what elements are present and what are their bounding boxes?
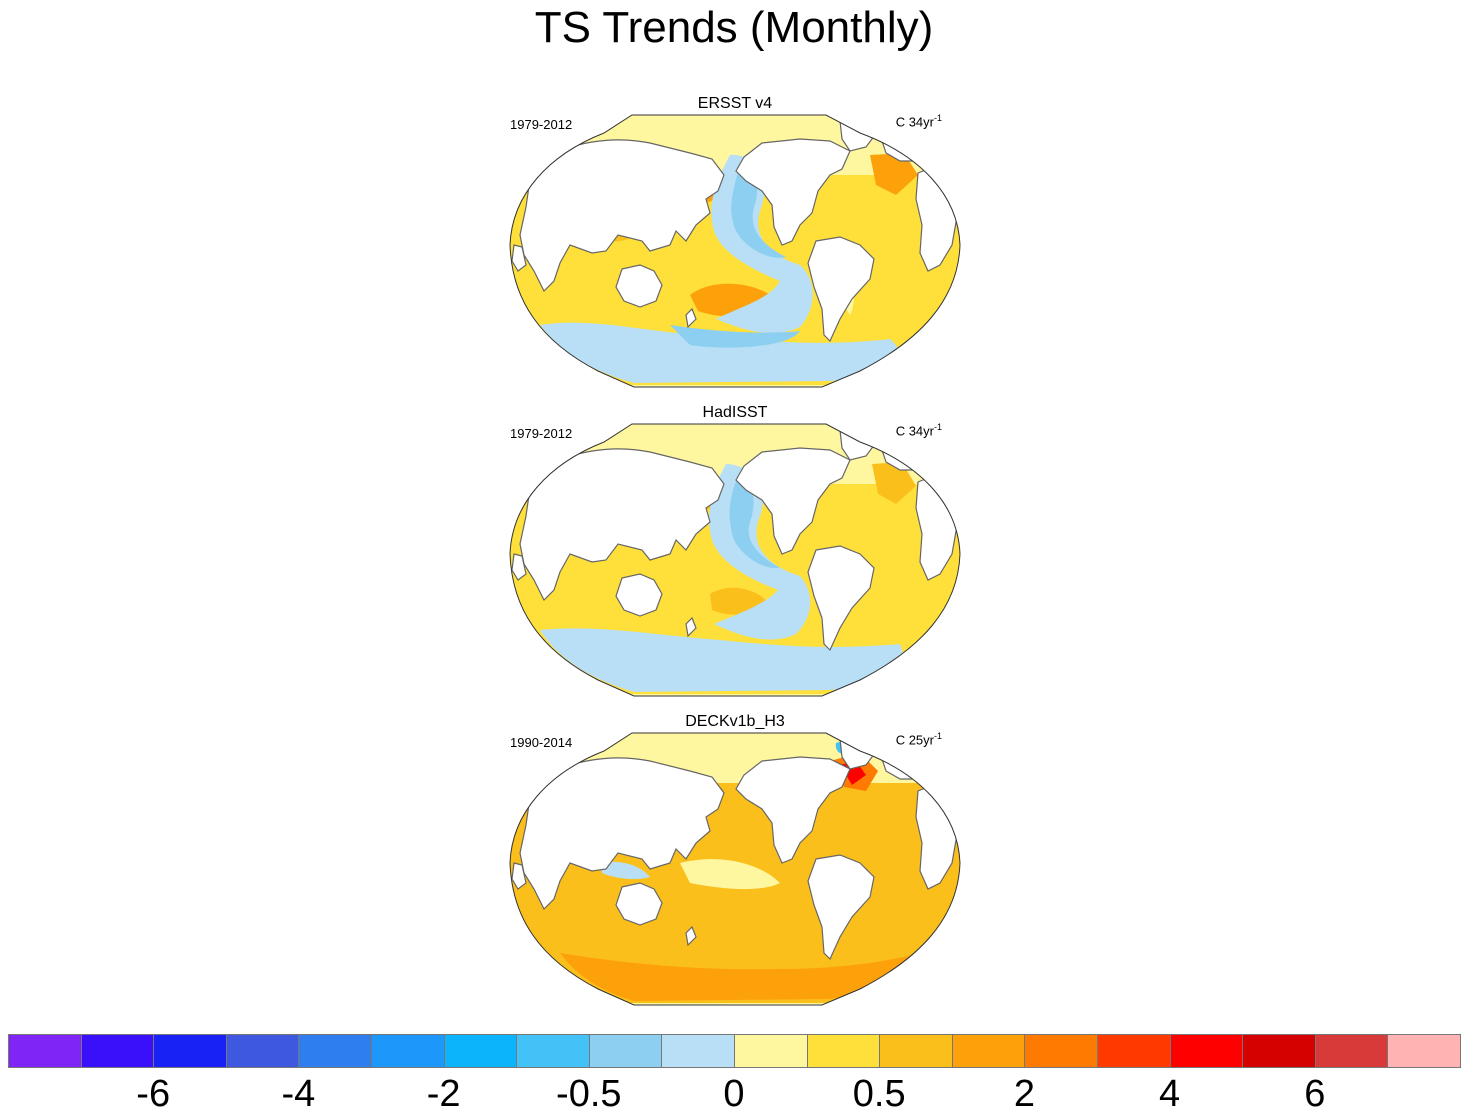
- panel-units: C 34yr-1: [895, 113, 942, 130]
- map-panel-deck: DECKv1b_H3 1990-2014 C 25yr-1: [500, 713, 970, 1013]
- panel-title: ERSST v4: [697, 95, 773, 112]
- land-mass: [807, 854, 875, 961]
- land-mass: [807, 545, 875, 652]
- panel-period: 1979-2012: [510, 117, 573, 132]
- anomaly-region: [600, 861, 650, 880]
- panel-units: C 25yr-1: [895, 731, 942, 748]
- world-map: [509, 423, 961, 697]
- anomaly-region: [560, 953, 920, 1001]
- land-mass: [685, 307, 697, 329]
- colorbar-tick-label: 0.5: [852, 1073, 906, 1115]
- land-mass: [615, 264, 663, 308]
- land-mass: [511, 244, 527, 272]
- colorbar: [8, 1034, 1461, 1068]
- anomaly-region: [680, 859, 780, 890]
- land-mass: [735, 756, 851, 864]
- panel-title: DECKv1b_H3: [685, 713, 785, 730]
- colorbar-tick-label: -6: [136, 1073, 171, 1115]
- land-mass: [685, 925, 697, 947]
- land-mass: [519, 757, 725, 911]
- colorbar-box: [225, 1034, 300, 1068]
- colorbar-box: [1169, 1034, 1244, 1068]
- colorbar-box: [1314, 1034, 1389, 1068]
- colorbar-box: [588, 1034, 663, 1068]
- land-mass: [511, 862, 527, 890]
- anomaly-region: [870, 153, 918, 195]
- land-mass: [685, 616, 697, 638]
- colorbar-tick-label: 2: [1013, 1073, 1035, 1115]
- colorbar-tick-label: 4: [1159, 1073, 1181, 1115]
- colorbar-box: [951, 1034, 1026, 1068]
- land-mass: [615, 573, 663, 617]
- figure-title: TS Trends (Monthly): [534, 3, 934, 52]
- colorbar-box: [806, 1034, 881, 1068]
- land-mass: [519, 139, 725, 293]
- colorbar-box: [8, 1034, 82, 1068]
- anomaly-region: [540, 322, 900, 383]
- colorbar-box: [371, 1034, 445, 1068]
- anomaly-region: [872, 462, 916, 504]
- anomaly-region: [729, 476, 780, 569]
- map-panel-ersst: ERSST v4 1979-2012 C 34yr-1: [500, 95, 970, 395]
- colorbar-tick-label: 0: [723, 1073, 745, 1115]
- colorbar-tick-label: 6: [1304, 1073, 1326, 1115]
- colorbar-box: [1097, 1034, 1171, 1068]
- ocean-field: [510, 733, 960, 1005]
- land-mass: [615, 882, 663, 926]
- land-mass: [807, 236, 875, 343]
- map-border: [509, 732, 961, 1006]
- ocean-field: [510, 115, 960, 387]
- colorbar-box: [661, 1034, 735, 1068]
- anomaly-region: [670, 325, 800, 348]
- colorbar-box: [516, 1034, 590, 1068]
- colorbar-box: [1242, 1034, 1316, 1068]
- world-map: [509, 732, 961, 1006]
- land-mass: [735, 447, 851, 555]
- anomaly-region: [540, 628, 903, 692]
- land-mass: [519, 448, 725, 602]
- ocean-field: [510, 424, 960, 696]
- panel-period: 1990-2014: [510, 735, 573, 750]
- anomaly-region: [618, 115, 846, 131]
- colorbar-box: [443, 1034, 518, 1068]
- colorbar-tick-label: -0.5: [556, 1073, 622, 1115]
- land-mass: [735, 138, 851, 246]
- map-panel-hadisst: HadISST 1979-2012 C 34yr-1: [500, 404, 970, 704]
- anomaly-region: [618, 733, 836, 747]
- colorbar-box: [1387, 1034, 1461, 1068]
- colorbar-box: [879, 1034, 953, 1068]
- anomaly-region: [731, 165, 786, 258]
- colorbar-tick-label: -4: [281, 1073, 316, 1115]
- colorbar-box: [1024, 1034, 1098, 1068]
- panel-title: HadISST: [702, 404, 768, 421]
- panel-period: 1979-2012: [510, 426, 573, 441]
- panel-units: C 34yr-1: [895, 422, 942, 439]
- colorbar-box: [80, 1034, 155, 1068]
- world-map: [509, 114, 961, 388]
- land-mass: [511, 553, 527, 581]
- colorbar-tick-label: -2: [426, 1073, 461, 1115]
- map-border: [509, 423, 961, 697]
- colorbar-box: [734, 1034, 808, 1068]
- colorbar-box: [153, 1034, 227, 1068]
- map-border: [509, 114, 961, 388]
- colorbar-box: [298, 1034, 372, 1068]
- anomaly-region: [618, 424, 846, 440]
